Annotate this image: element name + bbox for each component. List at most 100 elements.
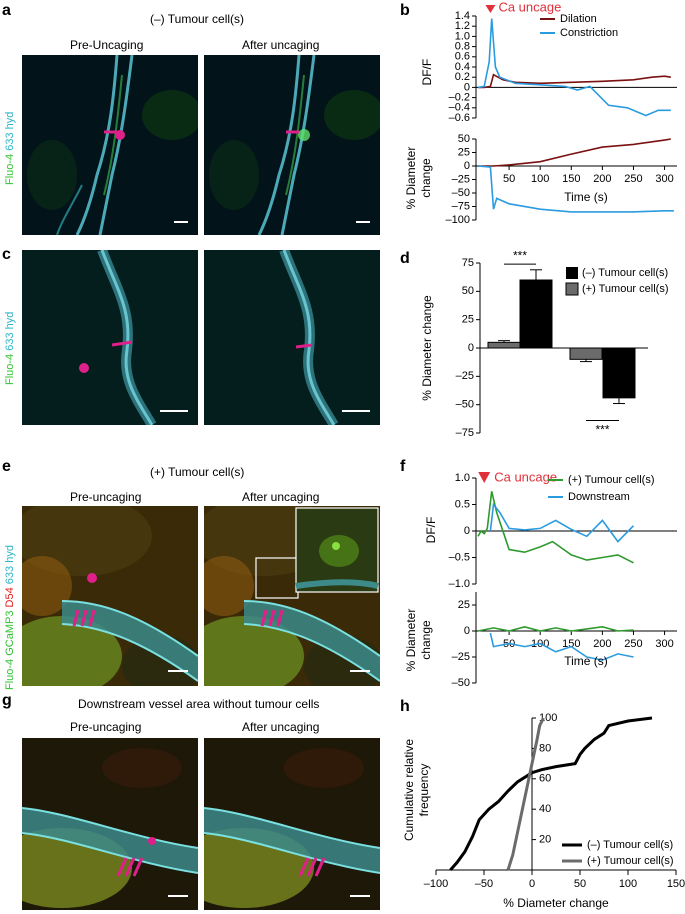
- panel-letter-e: e: [2, 458, 11, 475]
- b-bottom-x-tick-label: 250: [624, 173, 642, 185]
- scale-bar: [174, 221, 188, 223]
- b-top-y-tick-label: 0.8: [455, 41, 470, 53]
- panel-a-left-caption: Pre-Uncaging: [70, 38, 144, 52]
- h-y-tick-label: 40: [539, 803, 551, 815]
- panel-letter-f: f: [400, 458, 406, 475]
- f-top-y-tick-label: 0.5: [455, 498, 470, 510]
- d-significance-stars-1: ***: [513, 248, 527, 262]
- micrograph-c-post: [204, 250, 380, 425]
- ca-uncage-marker-f: [478, 472, 491, 483]
- b-top-y-tick-label: 1.0: [455, 30, 470, 42]
- d-legend-swatch-neg: [566, 267, 578, 279]
- d-y-tick-label: –25: [456, 370, 474, 382]
- legend-label-constriction: Constriction: [560, 27, 618, 39]
- b-top-y-tick-label: 0.6: [455, 51, 470, 63]
- h-x-tick-label: 50: [574, 878, 586, 890]
- d-bar-pos-tumour-2: [569, 347, 603, 360]
- d-bar-neg-tumour-1: [519, 279, 553, 349]
- b-bottom-ylabel-1: % Diameter: [404, 147, 418, 210]
- f-bottom-x-tick-label: 200: [593, 638, 611, 650]
- micrograph-a-pre: [22, 55, 198, 235]
- b-top-y-tick-label: –0.6: [449, 112, 470, 124]
- panel-letter-c: c: [2, 246, 11, 263]
- b-bottom-y-tick-label: 50: [458, 133, 470, 145]
- legend-label-downstream: Downstream: [568, 491, 630, 503]
- ca-uncage-marker-b: [485, 5, 496, 13]
- d-ylabel: % Diameter change: [420, 295, 434, 401]
- scale-bar: [350, 895, 370, 897]
- h-series-pos-tumour: [506, 717, 545, 871]
- d-legend-label-pos: (+) Tumour cell(s): [582, 283, 669, 295]
- d-legend-label-neg: (–) Tumour cell(s): [582, 267, 668, 279]
- h-x-tick-label: 150: [667, 878, 685, 890]
- scale-bar: [160, 410, 188, 412]
- panel-g-left-caption: Pre-uncaging: [70, 720, 142, 734]
- scale-bar: [168, 895, 188, 897]
- micrograph-g-pre: [22, 738, 198, 910]
- h-ylabel-2: frequency: [417, 764, 431, 817]
- b-bottom-ylabel-2: change: [419, 158, 433, 198]
- scale-bar: [168, 670, 188, 672]
- b-bottom-x-tick-label: 200: [593, 173, 611, 185]
- legend-label-tumour: (+) Tumour cell(s): [568, 474, 655, 486]
- d-y-tick-label: 0: [468, 342, 474, 354]
- b-bottom-y-tick-label: 25: [458, 146, 470, 158]
- b-bottom-x-tick-label: 50: [503, 173, 515, 185]
- b-bottom-series-dilation: [478, 138, 671, 167]
- b-bottom-series-constriction: [477, 165, 674, 213]
- b-bottom-x-tick-label: 300: [655, 173, 673, 185]
- micrograph-e-post: [204, 506, 380, 686]
- d-bar-neg-tumour-2: [602, 347, 636, 399]
- b-top-y-tick-label: 1.4: [455, 10, 470, 22]
- f-bottom-x-tick-label: 150: [562, 638, 580, 650]
- f-bottom-y-tick-label: –25: [452, 651, 470, 663]
- panel-e-left-caption: Pre-uncaging: [70, 490, 142, 504]
- scale-bar: [356, 221, 370, 223]
- d-y-tick-label: –75: [456, 427, 474, 439]
- d-y-tick-label: –50: [456, 399, 474, 411]
- panel-letter-h: h: [400, 698, 410, 715]
- b-top-ylabel: DF/F: [420, 59, 434, 86]
- b-top-y-tick-label: 0: [464, 81, 470, 93]
- d-legend-swatch-pos: [565, 282, 579, 296]
- h-y-tick-label: 80: [539, 742, 551, 754]
- panel-a-right-caption: After uncaging: [242, 38, 320, 52]
- panel-letter-g: g: [2, 692, 12, 709]
- panel-letter-d: d: [400, 250, 410, 267]
- d-y-tick-label: 25: [462, 314, 474, 326]
- f-top-y-tick-label: –0.5: [449, 551, 470, 563]
- h-x-tick-label: 0: [529, 878, 535, 890]
- b-top-y-tick-label: 1.2: [455, 20, 470, 32]
- b-bottom-y-tick-label: 0: [464, 160, 470, 172]
- micrograph-g-post: [204, 738, 380, 910]
- panel-e-title: (+) Tumour cell(s): [150, 465, 245, 479]
- scale-bar: [342, 410, 370, 412]
- b-bottom-xlabel: Time (s): [564, 190, 608, 204]
- b-bottom-y-tick-label: –100: [446, 214, 470, 226]
- micrograph-e-pre: [22, 506, 198, 686]
- f-top-y-tick-label: 1.0: [455, 472, 470, 484]
- f-top-y-tick-label: –1.0: [449, 578, 470, 590]
- f-bottom-x-tick-label: 250: [624, 638, 642, 650]
- b-top-y-tick-label: –0.2: [449, 92, 470, 104]
- b-top-series-constriction: [477, 18, 671, 117]
- panel-letter-b: b: [400, 2, 410, 19]
- f-bottom-x-tick-label: 300: [655, 638, 673, 650]
- h-y-tick-label: 60: [539, 773, 551, 785]
- f-bottom-series-downstream: [489, 632, 634, 661]
- micrograph-a-post: [204, 55, 380, 235]
- panel-letter-a: a: [2, 2, 11, 19]
- h-y-tick-label: 20: [539, 834, 551, 846]
- b-top-y-tick-label: 0.4: [455, 61, 470, 73]
- ca-uncage-label-b: Ca uncage: [498, 0, 561, 14]
- h-legend-label-neg: (–) Tumour cell(s): [587, 839, 673, 851]
- b-bottom-y-tick-label: –25: [452, 173, 470, 185]
- d-y-tick-label: 50: [462, 285, 474, 297]
- ca-uncage-label-f: Ca uncage: [494, 469, 557, 484]
- f-bottom-y-tick-label: 25: [458, 599, 470, 611]
- f-bottom-xlabel: Time (s): [564, 654, 608, 668]
- f-bottom-y-tick-label: 0: [464, 625, 470, 637]
- b-bottom-y-tick-label: –50: [452, 187, 470, 199]
- f-bottom-ylabel-1: % Diameter: [404, 609, 418, 672]
